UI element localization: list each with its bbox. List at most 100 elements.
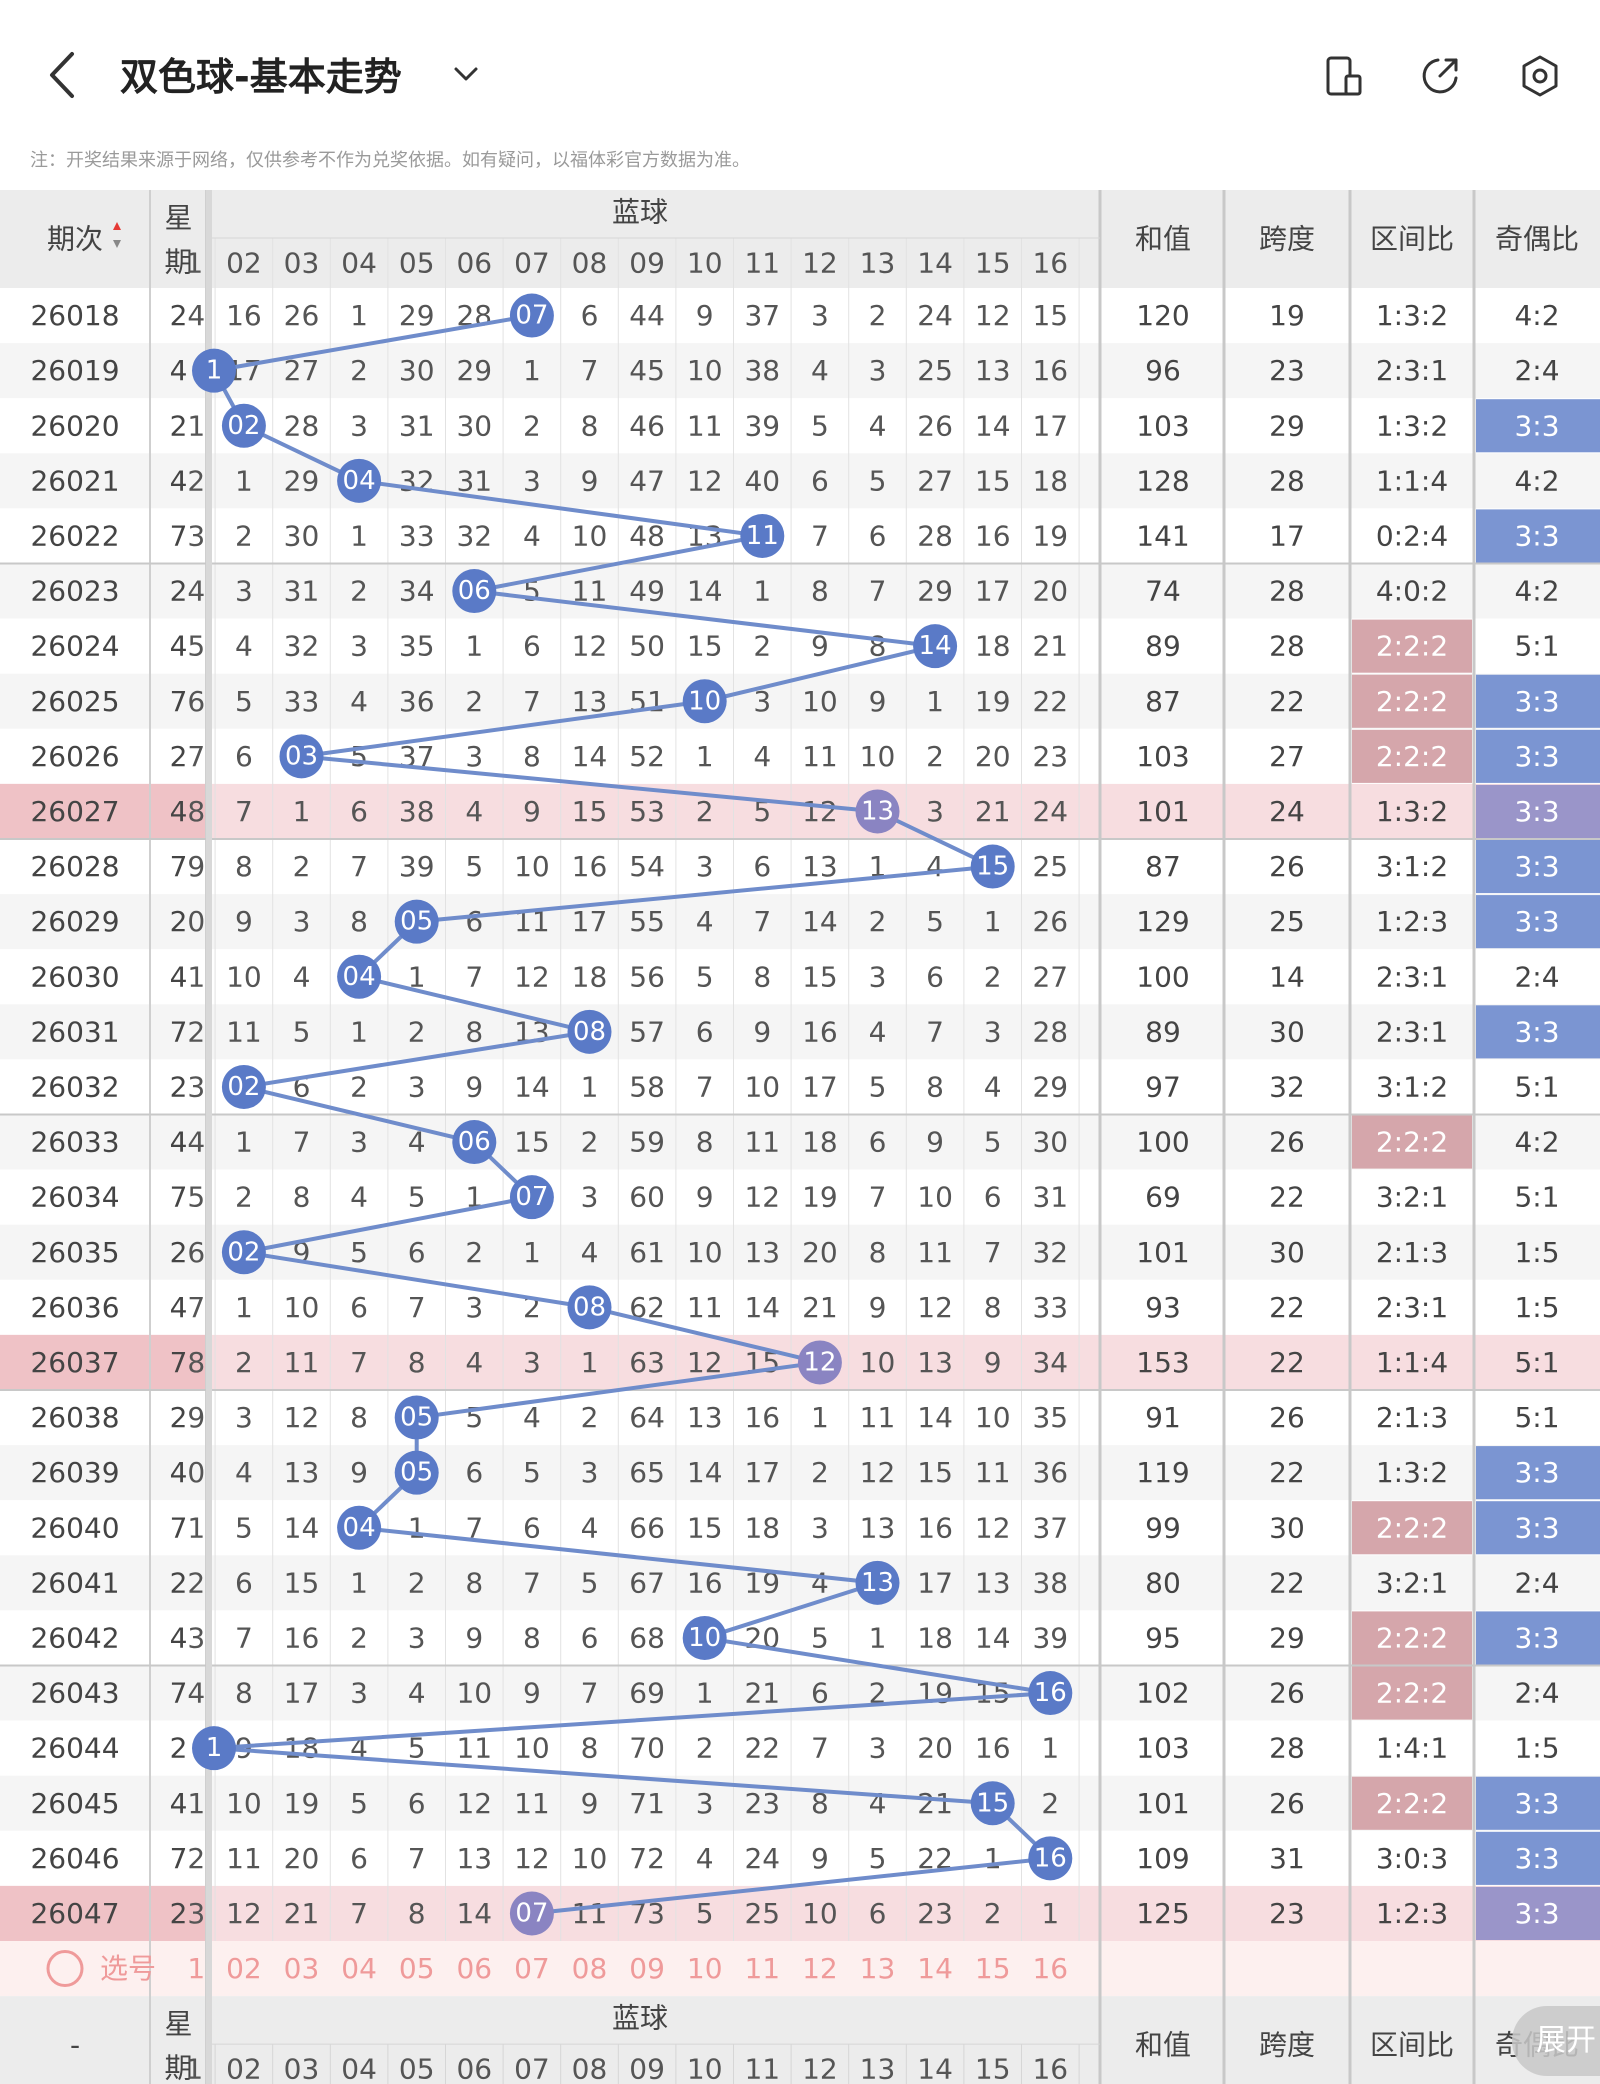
sort-down-icon[interactable] <box>113 240 121 248</box>
expand-button[interactable]: 展开 <box>1512 2006 1600 2076</box>
miss-count: 16 <box>1032 354 1068 387</box>
miss-count: 32 <box>284 630 320 663</box>
miss-count: 39 <box>399 850 435 883</box>
miss-count: 2 <box>869 905 887 938</box>
miss-count: 17 <box>572 905 608 938</box>
miss-count: 24 <box>1032 795 1068 828</box>
zone-ratio: 4:0:2 <box>1376 575 1448 608</box>
chevron-down-icon[interactable] <box>448 56 484 92</box>
miss-count: 7 <box>523 685 541 718</box>
sort-up-icon[interactable] <box>113 222 121 230</box>
footer-blue-group: 蓝球 <box>612 2002 668 2035</box>
select-number[interactable]: 07 <box>514 1952 550 1985</box>
parity-ratio: 1:5 <box>1514 1291 1559 1324</box>
miss-count: 21 <box>975 795 1011 828</box>
sum-value: 128 <box>1136 464 1189 497</box>
issue-number: 26022 <box>30 519 119 552</box>
select-number[interactable]: 10 <box>687 1952 723 1985</box>
header-blue-number: 16 <box>1032 247 1068 280</box>
header-zone: 区间比 <box>1370 223 1454 256</box>
miss-count: 18 <box>802 1126 838 1159</box>
blue-ball <box>682 679 727 724</box>
select-number[interactable]: 06 <box>456 1952 492 1985</box>
miss-count: 8 <box>523 740 541 773</box>
miss-count: 8 <box>523 1621 541 1654</box>
sum-value: 119 <box>1136 1456 1189 1489</box>
table-row-bg <box>0 783 1600 839</box>
table-row-bg <box>0 343 1600 399</box>
page-title[interactable]: 双色球-基本走势 <box>120 55 402 99</box>
select-number[interactable]: 09 <box>629 1952 665 1985</box>
select-number[interactable]: 13 <box>860 1952 896 1985</box>
miss-count: 2 <box>293 850 311 883</box>
miss-count: 7 <box>465 1511 483 1544</box>
miss-count: 4 <box>926 850 944 883</box>
miss-count: 14 <box>572 740 608 773</box>
sum-value: 96 <box>1145 354 1181 387</box>
miss-count: 26 <box>1032 905 1068 938</box>
miss-count: 11 <box>687 1291 723 1324</box>
miss-count: 1 <box>984 905 1002 938</box>
footer-week: 星 <box>164 2008 192 2041</box>
miss-count: 33 <box>284 685 320 718</box>
header-blue-number: 13 <box>860 247 896 280</box>
select-number[interactable]: 16 <box>1032 1952 1068 1985</box>
blue-ball-number: 10 <box>688 1623 721 1653</box>
miss-count: 16 <box>572 850 608 883</box>
parity-ratio: 1:5 <box>1514 1732 1559 1765</box>
miss-count: 5 <box>523 1456 541 1489</box>
miss-count: 10 <box>860 740 896 773</box>
select-radio-icon[interactable] <box>46 1950 84 1988</box>
issue-number: 26026 <box>30 740 119 773</box>
miss-count: 1 <box>235 464 253 497</box>
miss-count: 2 <box>350 354 368 387</box>
miss-count: 4 <box>811 354 829 387</box>
device-icon[interactable] <box>1320 52 1368 100</box>
miss-count: 2 <box>696 795 714 828</box>
miss-count: 8 <box>350 905 368 938</box>
span-value: 32 <box>1269 1070 1305 1103</box>
parity-highlight <box>1476 1886 1600 1940</box>
select-number[interactable]: 11 <box>744 1952 780 1985</box>
footer-blue-number: 12 <box>802 2053 838 2084</box>
span-value: 22 <box>1269 1456 1305 1489</box>
parity-ratio: 4:2 <box>1514 464 1559 497</box>
miss-count: 64 <box>629 1401 665 1434</box>
select-number[interactable]: 14 <box>917 1952 953 1985</box>
miss-count: 23 <box>1032 740 1068 773</box>
blue-ball-number: 02 <box>227 1072 260 1102</box>
miss-count: 2 <box>811 1456 829 1489</box>
weekday: 2 <box>170 299 188 332</box>
select-number[interactable]: 04 <box>341 1952 377 1985</box>
select-number[interactable]: 03 <box>284 1952 320 1985</box>
miss-count: 3 <box>581 1456 599 1489</box>
back-arrow-icon[interactable] <box>36 40 92 110</box>
blue-ball <box>740 513 785 558</box>
miss-count: 29 <box>917 575 953 608</box>
select-number[interactable]: 12 <box>802 1952 838 1985</box>
select-number[interactable]: 08 <box>572 1952 608 1985</box>
miss-count: 3 <box>465 1291 483 1324</box>
miss-count: 39 <box>744 409 780 442</box>
miss-count: 4 <box>350 1181 368 1214</box>
select-number[interactable]: 1 <box>187 1952 205 1985</box>
weekday: 2 <box>170 740 188 773</box>
miss-count: 1 <box>465 630 483 663</box>
miss-count: 63 <box>629 1346 665 1379</box>
miss-count: 60 <box>629 1181 665 1214</box>
select-number[interactable]: 05 <box>399 1952 435 1985</box>
span-value: 24 <box>1269 795 1305 828</box>
share-icon[interactable] <box>1416 52 1464 100</box>
miss-count: 7 <box>753 905 771 938</box>
span-value: 28 <box>1269 1732 1305 1765</box>
issue-number: 26023 <box>30 575 119 608</box>
span-value: 28 <box>1269 464 1305 497</box>
blue-ball-number: 13 <box>861 1568 894 1598</box>
footer-span: 跨度 <box>1259 2029 1315 2062</box>
settings-icon[interactable] <box>1516 52 1564 100</box>
select-number[interactable]: 02 <box>226 1952 262 1985</box>
select-number[interactable]: 15 <box>975 1952 1011 1985</box>
miss-count: 6 <box>581 1621 599 1654</box>
miss-count: 16 <box>975 519 1011 552</box>
blue-ball <box>970 1781 1015 1826</box>
